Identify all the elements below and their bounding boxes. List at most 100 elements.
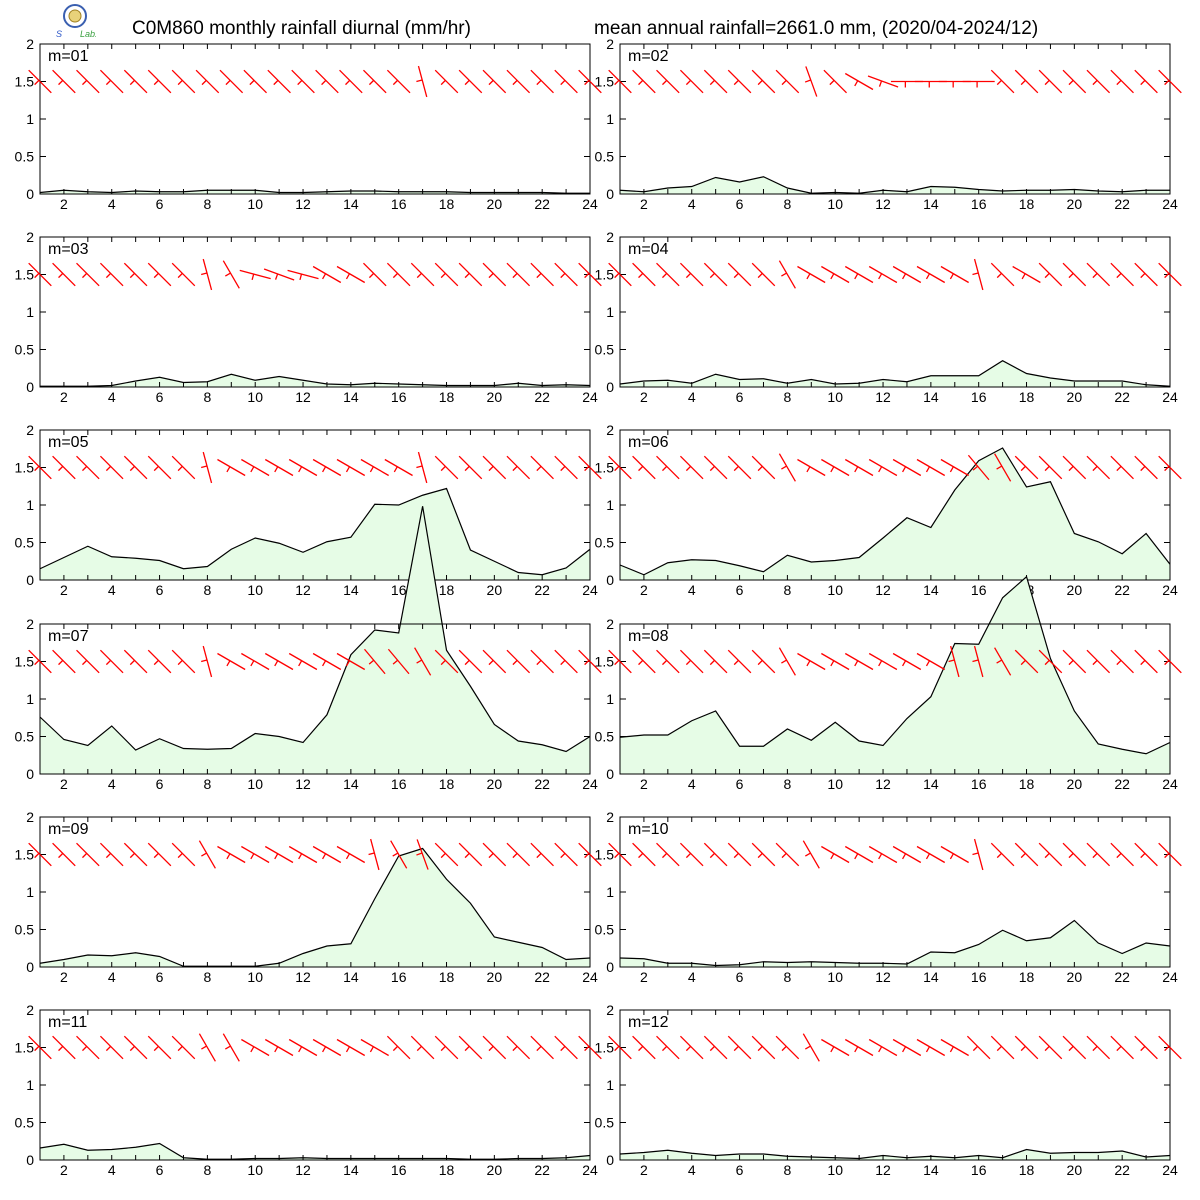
wind-barb-tick [781, 465, 787, 470]
wind-barb-tick [829, 79, 835, 86]
wind-barb [363, 262, 387, 287]
wind-barb [1086, 842, 1111, 867]
x-tick-label: 14 [343, 196, 359, 212]
wind-barb [1110, 69, 1134, 94]
wind-barb [417, 65, 428, 98]
wind-barb-tick [464, 465, 470, 472]
x-tick-label: 18 [439, 582, 455, 598]
y-tick-label: 1.5 [595, 847, 615, 863]
x-tick-label: 22 [1114, 582, 1130, 598]
x-tick-label: 2 [640, 776, 648, 792]
x-tick-label: 10 [247, 582, 263, 598]
wind-barb [994, 647, 1012, 676]
x-tick-label: 2 [60, 389, 68, 405]
wind-barb [336, 265, 366, 284]
wind-barb [679, 455, 704, 480]
wind-barb [578, 69, 602, 94]
wind-barb [99, 69, 124, 94]
month-label: m=02 [628, 48, 669, 65]
wind-barb-tick [58, 272, 64, 279]
x-tick-label: 20 [1067, 196, 1083, 212]
x-tick-label: 22 [1114, 196, 1130, 212]
wind-barb [892, 845, 922, 864]
panel-m=11: 00.511.522 4 6 8 10 12 14 16 18 20 22 24m=11 [15, 1002, 602, 1178]
x-tick-label: 4 [108, 196, 116, 212]
wind-barb-tick [416, 465, 423, 469]
rain-area [620, 1149, 1170, 1160]
wind-barb-tick [709, 79, 715, 86]
y-tick-label: 2 [26, 422, 34, 438]
wind-barb [1110, 842, 1134, 867]
wind-barb-tick [392, 1045, 399, 1052]
wind-barb-tick [274, 853, 279, 860]
wind-barb-tick [416, 1045, 422, 1052]
wind-barb-tick [512, 659, 518, 666]
wind-barb [1014, 69, 1039, 94]
wind-barb-tick [560, 465, 566, 472]
y-tick-label: 0.5 [595, 342, 615, 358]
x-tick-label: 16 [391, 1162, 407, 1178]
wind-barb-tick [733, 79, 739, 86]
x-tick-label: 8 [203, 389, 211, 405]
wind-barb [386, 69, 411, 94]
y-tick-label: 0.5 [15, 535, 35, 551]
wind-barb [892, 1038, 922, 1057]
wind-barb [434, 455, 459, 480]
x-tick-label: 20 [487, 582, 503, 598]
x-tick-label: 18 [1019, 389, 1035, 405]
x-tick-label: 2 [60, 776, 68, 792]
wind-barb [1014, 842, 1039, 867]
wind-barb [217, 845, 246, 864]
wind-barb [99, 842, 124, 867]
wind-barb-tick [129, 79, 135, 86]
wind-barb-tick [878, 1046, 883, 1053]
wind-barb [778, 453, 796, 482]
wind-barb [147, 262, 172, 287]
x-tick-label: 14 [923, 196, 939, 212]
wind-barb [458, 69, 483, 94]
wind-barb [802, 840, 820, 869]
x-tick-label: 8 [203, 582, 211, 598]
wind-barb-tick [201, 659, 208, 663]
wind-barb [312, 652, 342, 671]
wind-barb [679, 842, 704, 867]
wind-barb [76, 649, 100, 674]
x-tick-label: 24 [1162, 582, 1178, 598]
wind-barb-tick [224, 1045, 231, 1050]
y-tick-label: 2 [26, 36, 34, 52]
wind-barb-tick [638, 465, 644, 472]
wind-barb [844, 72, 874, 91]
y-tick-label: 0 [26, 1152, 34, 1168]
wind-barb-tick [536, 852, 542, 859]
wind-barb-tick [925, 853, 931, 860]
wind-barb-tick [685, 1045, 692, 1052]
wind-barb-tick [709, 465, 715, 472]
wind-barb [1134, 649, 1158, 674]
rain-area [620, 360, 1170, 387]
wind-barb-tick [177, 852, 183, 859]
wind-barb [28, 842, 52, 867]
wind-barb [410, 1035, 435, 1060]
wind-barb-tick [878, 466, 883, 473]
wind-barb-tick [1020, 79, 1026, 86]
y-tick-label: 0 [606, 379, 614, 395]
x-tick-label: 4 [688, 196, 696, 212]
wind-barb [775, 1035, 800, 1060]
wind-barb-tick [536, 1045, 542, 1052]
x-tick-label: 12 [295, 389, 311, 405]
wind-barb [312, 265, 342, 284]
logo-text: Lab. [80, 29, 96, 39]
wind-barb [679, 262, 704, 287]
x-tick-label: 2 [60, 196, 68, 212]
wind-barb [217, 652, 246, 671]
wind-barb [703, 649, 728, 674]
x-tick-label: 18 [439, 969, 455, 985]
y-tick-label: 1.5 [15, 74, 35, 90]
wind-barb [312, 1038, 342, 1057]
wind-barb [727, 1035, 752, 1060]
wind-barb-tick [129, 659, 135, 666]
wind-barb-tick [1068, 659, 1074, 666]
wind-barb-tick [224, 272, 231, 277]
wind-barb [506, 649, 531, 674]
wind-barb [482, 1035, 507, 1060]
